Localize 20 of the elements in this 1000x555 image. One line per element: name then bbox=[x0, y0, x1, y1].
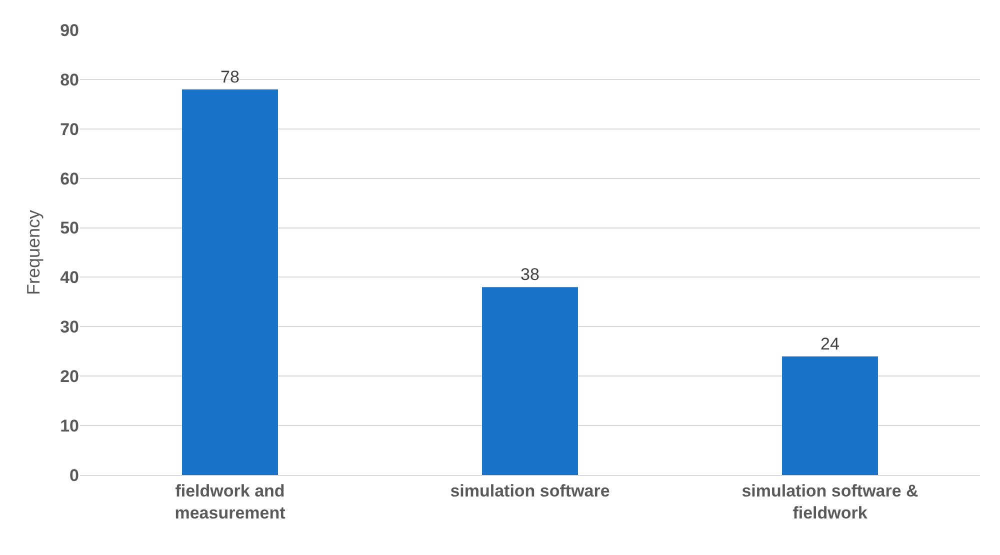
x-tick-label: fieldwork and measurement bbox=[174, 481, 286, 522]
data-label: 38 bbox=[520, 265, 540, 284]
y-tick-label: 50 bbox=[60, 218, 79, 238]
y-tick-label: 70 bbox=[60, 120, 79, 139]
x-tick-label: simulation software & fieldwork bbox=[742, 481, 918, 522]
x-tick-label: simulation software bbox=[450, 481, 610, 500]
y-tick-label: 10 bbox=[60, 416, 79, 436]
y-tick-label: 90 bbox=[60, 20, 79, 40]
bar bbox=[182, 89, 278, 475]
y-tick-label: 60 bbox=[60, 169, 79, 188]
bar bbox=[782, 356, 878, 475]
y-tick-label: 30 bbox=[60, 318, 79, 337]
data-label: 78 bbox=[220, 67, 240, 86]
bar bbox=[482, 287, 578, 475]
y-tick-label: 0 bbox=[70, 466, 79, 485]
y-tick-label: 40 bbox=[60, 268, 79, 288]
data-label: 24 bbox=[820, 334, 840, 354]
y-tick-label: 80 bbox=[60, 70, 79, 90]
y-axis-title: Frequency bbox=[23, 210, 44, 296]
y-tick-label: 20 bbox=[60, 367, 79, 386]
